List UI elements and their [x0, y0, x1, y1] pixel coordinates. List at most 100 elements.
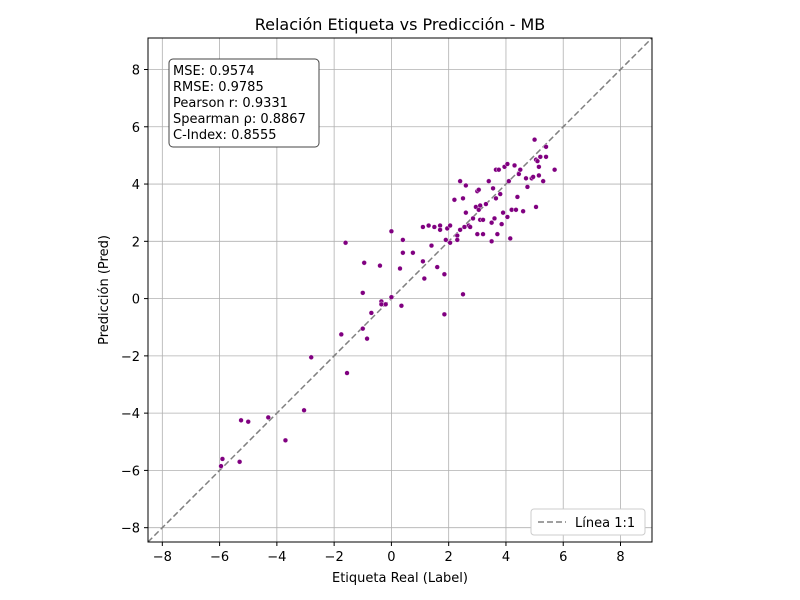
scatter-point [437, 227, 443, 233]
scatter-point [524, 184, 531, 190]
scatter-point [437, 222, 443, 229]
scatter-point [360, 326, 366, 332]
chart-title: Relación Etiqueta vs Predicción - MB [255, 15, 546, 34]
scatter-point [530, 174, 536, 180]
x-tick-label: 2 [445, 550, 453, 565]
scatter-point [543, 144, 549, 150]
scatter-point [460, 195, 466, 201]
scatter-point [364, 336, 370, 342]
y-tick-label: 6 [132, 121, 140, 136]
stat-rmse: RMSE: 0.9785 [173, 80, 264, 95]
scatter-point [428, 243, 435, 249]
ticks: −8 −6 −4 −2 0 2 4 6 8 −8 −6 −4 −2 0 2 4 6 8 [121, 64, 625, 566]
scatter-point [410, 250, 416, 256]
scatter-point [552, 167, 558, 173]
scatter-point [514, 194, 521, 200]
y-tick-label: 2 [132, 235, 140, 250]
scatter-point [377, 263, 383, 269]
grid [148, 38, 652, 542]
y-tick-label: 4 [132, 178, 140, 193]
scatter-point [496, 167, 502, 173]
scatter-point [516, 171, 522, 177]
scatter-point [476, 187, 482, 193]
y-tick-label: −8 [121, 522, 140, 537]
reference-line-1-1 [147, 37, 653, 543]
x-tick-label: 0 [387, 550, 395, 565]
scatter-point [533, 204, 539, 210]
scatter-point [470, 215, 476, 222]
scatter-point [537, 154, 543, 160]
scatter-point [507, 235, 513, 242]
scatter-point [520, 208, 526, 214]
scatter-point [383, 301, 389, 307]
stat-mse: MSE: 0.9574 [173, 64, 255, 79]
scatter-point [398, 303, 405, 309]
scatter-point [400, 250, 406, 256]
scatter-point [540, 178, 546, 184]
scatter-point [506, 178, 512, 184]
scatter-point [441, 311, 447, 317]
x-tick-label: 6 [559, 550, 567, 565]
scatter-point [489, 238, 495, 244]
scatter-point [457, 178, 463, 184]
scatter-point [457, 227, 463, 233]
scatter-point [431, 224, 437, 230]
scatter-point [500, 210, 506, 216]
plot-frame [147, 37, 653, 543]
scatter-point [499, 221, 505, 227]
x-tick-label: −2 [325, 550, 344, 565]
scatter-point [245, 419, 251, 425]
x-tick-label: 8 [616, 550, 624, 565]
legend: Línea 1:1 [530, 508, 646, 536]
scatter-point [447, 222, 453, 229]
scatter-point [490, 185, 496, 191]
scatter-point [480, 231, 486, 237]
scatter-point [420, 258, 426, 264]
scatter-point [368, 310, 374, 316]
scatter-point [486, 178, 492, 184]
scatter-point [494, 231, 500, 237]
scatter-point [400, 237, 406, 243]
x-tick-label: −6 [210, 550, 229, 565]
scatter-point [536, 172, 542, 179]
scatter-point [344, 370, 350, 376]
y-tick-label: 0 [132, 293, 140, 308]
scatter-point [543, 154, 549, 160]
scatter-point [265, 414, 271, 421]
legend-background [530, 508, 646, 536]
scatter-point [531, 137, 538, 143]
stat-spearman: Spearman ρ: 0.8867 [173, 112, 306, 127]
scatter-point [534, 158, 541, 164]
scatter-point [513, 207, 519, 213]
scatter-point [397, 265, 403, 272]
scatter-point [467, 224, 473, 230]
scatter-point [238, 417, 244, 423]
scatter-point [441, 271, 447, 277]
stat-c-index: C-Index: 0.8555 [173, 128, 277, 143]
scatter-point [219, 456, 226, 462]
scatter-point [434, 264, 440, 270]
scatter-point [483, 201, 489, 207]
x-axis-title: Etiqueta Real (Label) [332, 571, 468, 586]
scatter-point [420, 224, 426, 230]
scatter-point [282, 437, 289, 443]
x-tick-label: −4 [267, 550, 286, 565]
scatter-point [493, 195, 499, 201]
scatter-point [517, 167, 523, 173]
scatter-point [476, 207, 482, 213]
scatter-point [308, 354, 314, 360]
scatter-point [447, 240, 453, 246]
scatter-point [426, 222, 432, 229]
scatter-point [342, 240, 349, 246]
scatter-point [378, 301, 384, 307]
scatter-point [497, 191, 503, 197]
scatter-point [338, 331, 344, 337]
x-tick-label: −8 [153, 550, 172, 565]
y-tick-label: −6 [121, 464, 140, 479]
scatter-point [460, 291, 466, 297]
scatter-point [388, 228, 395, 234]
y-tick-label: −2 [121, 350, 140, 365]
stats-box: MSE: 0.9574 RMSE: 0.9785 Pearson r: 0.93… [168, 58, 320, 148]
scatter-point [491, 215, 498, 222]
scatter-point [237, 459, 243, 465]
